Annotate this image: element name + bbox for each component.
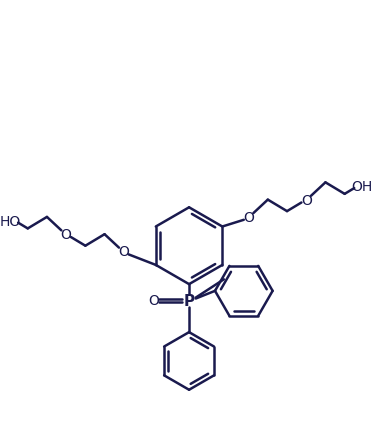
Text: P: P xyxy=(183,293,195,308)
Text: O: O xyxy=(61,227,71,242)
Text: OH: OH xyxy=(351,180,372,194)
Text: HO: HO xyxy=(0,214,21,228)
Text: O: O xyxy=(118,245,129,259)
Text: O: O xyxy=(243,210,254,224)
Text: O: O xyxy=(301,193,312,207)
Text: O: O xyxy=(148,294,159,308)
